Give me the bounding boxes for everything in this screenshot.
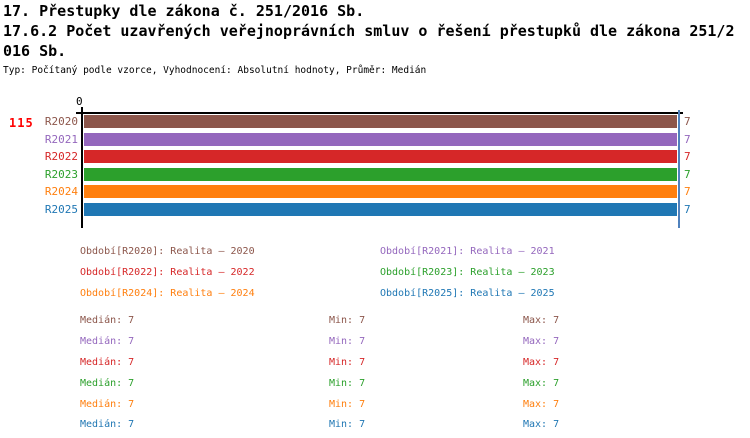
- min-stat: Min: 7: [329, 419, 366, 430]
- x-axis-zero-tick: [76, 112, 81, 114]
- max-stat: Max: 7: [523, 419, 560, 430]
- median-stat: Medián: 7: [80, 419, 135, 430]
- x-axis-line: [81, 112, 683, 114]
- report-section-title: 17. Přestupky dle zákona č. 251/2016 Sb.: [3, 2, 365, 20]
- bar-value-label: 7: [684, 203, 691, 216]
- bar-value-label: 7: [684, 150, 691, 163]
- legend-item-r2024: Období[R2024]: Realita – 2024: [80, 288, 255, 299]
- category-label: R2020: [44, 115, 78, 128]
- max-stat: Max: 7: [523, 399, 560, 410]
- x-axis-zero-tick-label: 0: [76, 95, 83, 108]
- bar: [84, 203, 677, 216]
- legend-item-r2023: Období[R2023]: Realita – 2023: [380, 267, 555, 278]
- chart-title-line-1: 17.6.2 Počet uzavřených veřejnoprávních …: [3, 22, 735, 40]
- chart-row: R2020 7: [0, 115, 750, 128]
- category-label: R2022: [44, 150, 78, 163]
- min-stat: Min: 7: [329, 357, 366, 368]
- max-stat: Max: 7: [523, 315, 560, 326]
- category-label: R2023: [44, 168, 78, 181]
- bar: [84, 115, 677, 128]
- stats-row-r2025: Medián: 7 Min: 7 Max: 7: [0, 419, 750, 432]
- median-stat: Medián: 7: [80, 315, 135, 326]
- y-axis-line: [81, 107, 83, 228]
- chart-title-line-2: 016 Sb.: [3, 42, 67, 60]
- min-stat: Min: 7: [329, 315, 366, 326]
- chart-meta-info: Typ: Počítaný podle vzorce, Vyhodnocení:…: [3, 65, 427, 76]
- legend-item-r2025: Období[R2025]: Realita – 2025: [380, 288, 555, 299]
- stats-row-r2023: Medián: 7 Min: 7 Max: 7: [0, 378, 750, 391]
- min-stat: Min: 7: [329, 399, 366, 410]
- bar: [84, 185, 677, 198]
- row-index-number: 115: [9, 116, 34, 130]
- median-stat: Medián: 7: [80, 378, 135, 389]
- category-label: R2024: [44, 185, 78, 198]
- max-stat: Max: 7: [523, 378, 560, 389]
- max-stat: Max: 7: [523, 357, 560, 368]
- chart-row: R2025 7: [0, 203, 750, 216]
- bar-value-label: 7: [684, 133, 691, 146]
- bar-value-label: 7: [684, 115, 691, 128]
- stats-row-r2022: Medián: 7 Min: 7 Max: 7: [0, 357, 750, 370]
- chart-row: R2022 7: [0, 150, 750, 163]
- median-stat: Medián: 7: [80, 357, 135, 368]
- max-stat: Max: 7: [523, 336, 560, 347]
- category-label: R2025: [44, 203, 78, 216]
- bar: [84, 133, 677, 146]
- legend-item-r2021: Období[R2021]: Realita – 2021: [380, 246, 555, 257]
- chart-row: R2023 7: [0, 168, 750, 181]
- bar-value-label: 7: [684, 185, 691, 198]
- median-stat: Medián: 7: [80, 399, 135, 410]
- min-stat: Min: 7: [329, 378, 366, 389]
- legend-item-r2022: Období[R2022]: Realita – 2022: [80, 267, 255, 278]
- stats-row-r2020: Medián: 7 Min: 7 Max: 7: [0, 315, 750, 328]
- median-stat: Medián: 7: [80, 336, 135, 347]
- chart-row: R2024 7: [0, 185, 750, 198]
- value-marker-line: [678, 110, 680, 228]
- bar: [84, 168, 677, 181]
- category-label: R2021: [44, 133, 78, 146]
- stats-row-r2024: Medián: 7 Min: 7 Max: 7: [0, 399, 750, 412]
- chart-row: R2021 7: [0, 133, 750, 146]
- legend-item-r2020: Období[R2020]: Realita – 2020: [80, 246, 255, 257]
- bar-value-label: 7: [684, 168, 691, 181]
- bar: [84, 150, 677, 163]
- stats-row-r2021: Medián: 7 Min: 7 Max: 7: [0, 336, 750, 349]
- min-stat: Min: 7: [329, 336, 366, 347]
